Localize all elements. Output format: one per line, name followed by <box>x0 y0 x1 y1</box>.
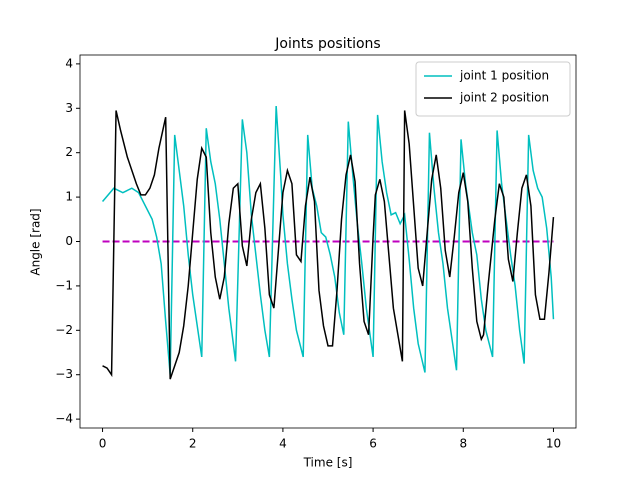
y-tick-label: 0 <box>65 234 73 248</box>
x-tick-label: 6 <box>369 437 377 451</box>
chart-title: Joints positions <box>274 36 380 52</box>
x-tick-label: 2 <box>189 437 197 451</box>
x-axis-label: Time [s] <box>303 456 353 470</box>
y-tick-label: −4 <box>55 412 73 426</box>
legend-box <box>415 61 571 117</box>
y-tick-label: 4 <box>65 56 73 70</box>
axes-frame <box>79 54 577 429</box>
x-tick-label: 0 <box>99 437 107 451</box>
y-tick-label: 1 <box>65 190 73 204</box>
y-tick-label: 2 <box>65 145 73 159</box>
series-line <box>101 106 555 375</box>
y-tick-label: −2 <box>55 323 73 337</box>
y-tick-label: −1 <box>55 278 73 292</box>
x-tick-label: 10 <box>546 437 561 451</box>
legend-label: joint 1 position <box>459 69 549 83</box>
y-axis-label: Angle [rad] <box>29 208 43 275</box>
x-tick-label: 8 <box>459 437 467 451</box>
legend-label: joint 2 position <box>459 91 549 105</box>
y-tick-label: 3 <box>65 101 73 115</box>
series-line <box>102 110 555 380</box>
y-tick-label: −3 <box>55 367 73 381</box>
x-tick-label: 4 <box>279 437 287 451</box>
